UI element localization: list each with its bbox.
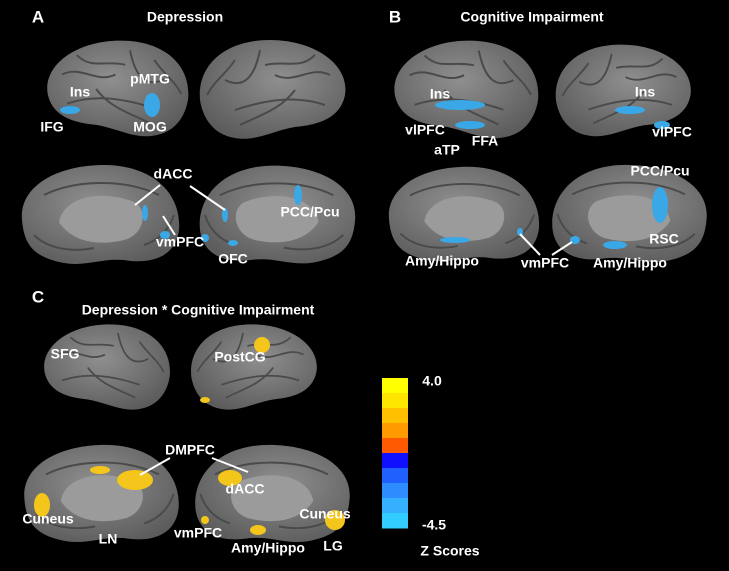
region-label: LG xyxy=(323,538,343,554)
leader-line xyxy=(211,457,249,473)
region-label: aTP xyxy=(434,142,460,158)
leader-line xyxy=(519,233,541,256)
region-label: Cuneus xyxy=(299,506,351,522)
panel-title: Depression * Cognitive Impairment xyxy=(82,302,315,318)
region-label: DMPFC xyxy=(165,442,215,458)
region-label: Amy/Hippo xyxy=(405,253,479,269)
colorbar-swatch xyxy=(382,468,408,484)
region-label: vmPFC xyxy=(521,255,569,271)
region-label: vlPFC xyxy=(652,124,692,140)
region-label: vlPFC xyxy=(405,122,445,138)
colorbar-title: Z Scores xyxy=(420,543,479,559)
region-label: PostCG xyxy=(214,349,265,365)
colorbar xyxy=(382,378,408,529)
brain-lateral xyxy=(190,323,318,411)
panel-title: Depression xyxy=(147,9,223,25)
region-label: pMTG xyxy=(130,71,170,87)
region-label: Ins xyxy=(430,86,450,102)
region-label: dACC xyxy=(154,166,193,182)
colorbar-max: 4.0 xyxy=(422,373,442,389)
colorbar-swatch xyxy=(382,393,408,409)
panel-letter: A xyxy=(32,7,44,26)
leader-line xyxy=(139,457,171,476)
region-label: Amy/Hippo xyxy=(593,255,667,271)
brain-medial xyxy=(387,165,541,263)
colorbar-swatch xyxy=(382,513,408,529)
panel-title: Cognitive Impairment xyxy=(460,9,603,25)
brain-medial xyxy=(551,163,708,264)
brain-lateral xyxy=(554,43,692,138)
region-label: MOG xyxy=(133,119,167,135)
activation xyxy=(34,337,345,535)
region-label: Ins xyxy=(635,84,655,100)
region-label: IFG xyxy=(40,119,63,135)
region-label: SFG xyxy=(51,346,80,362)
region-label: dACC xyxy=(226,481,265,497)
region-label: Ins xyxy=(70,84,90,100)
region-label: RSC xyxy=(649,231,679,247)
colorbar-swatch xyxy=(382,438,408,454)
leader-line xyxy=(134,184,161,206)
brain-medial xyxy=(23,443,180,544)
colorbar-swatch xyxy=(382,423,408,439)
region-label: OFC xyxy=(218,251,248,267)
region-label: LN xyxy=(99,531,118,547)
region-label: FFA xyxy=(472,133,498,149)
region-label: Cuneus xyxy=(22,511,74,527)
region-label: PCC/Pcu xyxy=(280,204,339,220)
leader-line xyxy=(551,241,573,256)
panel-letter: C xyxy=(32,287,44,306)
leader-line xyxy=(189,185,226,211)
panel-letter: B xyxy=(389,7,401,26)
activation xyxy=(60,93,302,246)
colorbar-swatch xyxy=(382,408,408,424)
colorbar-swatch xyxy=(382,483,408,499)
colorbar-swatch xyxy=(382,498,408,514)
colorbar-swatch xyxy=(382,378,408,394)
brain-lateral xyxy=(198,39,347,140)
region-label: PCC/Pcu xyxy=(630,163,689,179)
activation xyxy=(435,100,670,249)
region-label: vmPFC xyxy=(174,525,222,541)
colorbar-swatch xyxy=(382,453,408,469)
leader-line xyxy=(162,215,176,236)
colorbar-min: -4.5 xyxy=(422,517,446,533)
brain-lateral xyxy=(46,39,190,138)
brain-lateral xyxy=(43,323,171,411)
region-label: Amy/Hippo xyxy=(231,540,305,556)
region-label: vmPFC xyxy=(156,234,204,250)
